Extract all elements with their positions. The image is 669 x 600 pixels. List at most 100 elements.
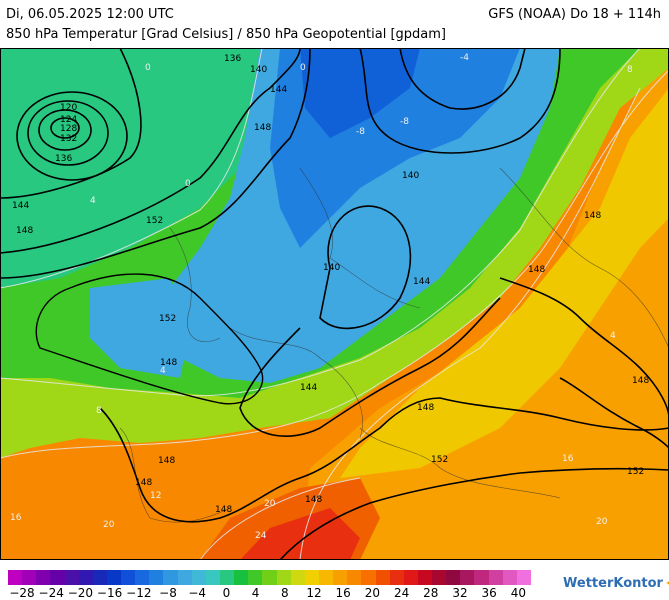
geopot-label: 148 [16,226,33,236]
geopot-label: 148 [160,358,177,368]
legend-tick-label: 20 [364,586,381,600]
legend-tick-label: 36 [481,586,497,600]
legend-swatch [417,570,433,585]
temp-label: 4 [160,366,166,376]
legend-tick-label: 8 [280,586,289,600]
temp-field-cyan [0,48,260,288]
geopot-label: 148 [135,478,152,488]
temp-label: -8 [356,127,365,137]
star-icon: ✦ [665,577,669,590]
legend-tick-label: 4 [251,586,260,600]
valid-time: Di, 06.05.2025 12:00 UTC [6,7,174,22]
legend-swatch [163,570,179,585]
legend-tick-label: 28 [423,586,439,600]
temp-label: 16 [562,454,574,464]
parameter-title: 850 hPa Temperatur [Grad Celsius] / 850 … [6,27,447,42]
legend-swatch [389,570,405,585]
geopot-label: 152 [627,467,644,477]
temp-label: 16 [10,513,22,523]
legend-swatch [36,570,51,585]
geopot-label: 148 [528,265,545,275]
geopot-label: 144 [270,85,287,95]
legend-swatch [502,570,518,585]
temp-label: 8 [627,65,633,75]
legend-swatch [234,570,249,585]
geopot-label: 140 [250,65,267,75]
legend-swatch [78,570,94,585]
legend-swatch [276,570,292,585]
legend-swatch [290,570,306,585]
geopot-label: 148 [632,376,649,386]
temp-label: 4 [90,196,96,206]
legend-swatch [516,570,532,585]
legend-swatch [50,570,66,585]
legend-swatch [177,570,193,585]
geopot-label: 124 [60,115,77,125]
legend-swatch [318,570,334,585]
geopot-label: 144 [12,201,29,211]
geopot-label: 140 [323,263,340,273]
legend-swatch [262,570,278,585]
legend-swatch [403,570,419,585]
temp-label: 0 [145,63,151,73]
geopot-label: 136 [224,54,241,64]
legend-tick-label: −4 [188,586,207,600]
legend-swatch [191,570,207,585]
temp-field-deepblue [300,48,420,138]
geopot-label: 152 [159,314,176,324]
brand-logo: WetterKontor✦ [563,576,669,591]
temp-label: -8 [400,117,409,127]
legend-swatch [121,570,136,585]
legend-swatch [304,570,320,585]
geopot-label: 144 [413,277,430,287]
geopot-label: 144 [300,383,317,393]
temp-label: 0 [300,63,306,73]
legend-swatch [488,570,504,585]
geopot-label: 148 [584,211,601,221]
weather-map: 136 140 144 148 120 124 128 132 136 144 … [0,48,669,560]
temp-label: 20 [596,517,608,527]
geopot-label: 128 [60,124,77,134]
legend-tick-label: 24 [393,586,410,600]
legend-swatch [474,570,490,585]
geopot-label: 148 [417,403,434,413]
legend-swatch [205,570,221,585]
legend-swatch [333,570,348,585]
temp-label: 8 [96,406,102,416]
geopot-label: 152 [431,455,448,465]
temp-label: 4 [610,331,616,341]
legend-swatch [375,570,391,585]
legend-swatch [8,570,23,585]
legend-tick-label: −12 [126,586,152,600]
legend-swatch [361,570,376,585]
legend-tick-label: 12 [306,586,322,600]
model-run: GFS (NOAA) Do 18 + 114h [488,7,661,22]
legend-tick-label: −8 [159,586,177,600]
geopot-label: 152 [146,216,163,226]
temp-field-yellow [340,88,669,478]
legend-swatch [432,570,447,585]
geopot-label: 120 [60,103,77,113]
legend-swatch [446,570,461,585]
legend-swatch [106,570,122,585]
brand-name: WetterKontor [563,576,663,591]
temp-label: 20 [103,520,115,530]
geopot-label: 148 [215,505,232,515]
geopot-label: 132 [60,134,77,144]
legend-swatch [220,570,235,585]
legend-tick-label: −16 [96,586,123,600]
legend-swatch [22,570,37,585]
legend-swatch [64,570,80,585]
legend-tick-label: −24 [38,586,64,600]
temp-field-blue-west [90,278,190,378]
geopot-label: 136 [55,154,72,164]
legend-swatch [460,570,475,585]
legend-tick-label: 32 [452,586,468,600]
legend-swatch [347,570,362,585]
legend-tick-label: 0 [222,586,231,600]
temp-label: 0 [185,179,191,189]
legend-tick-label: −28 [9,586,35,600]
temp-label: 12 [150,491,161,501]
temp-label: 24 [255,531,267,541]
legend-tick-label: 16 [335,586,351,600]
